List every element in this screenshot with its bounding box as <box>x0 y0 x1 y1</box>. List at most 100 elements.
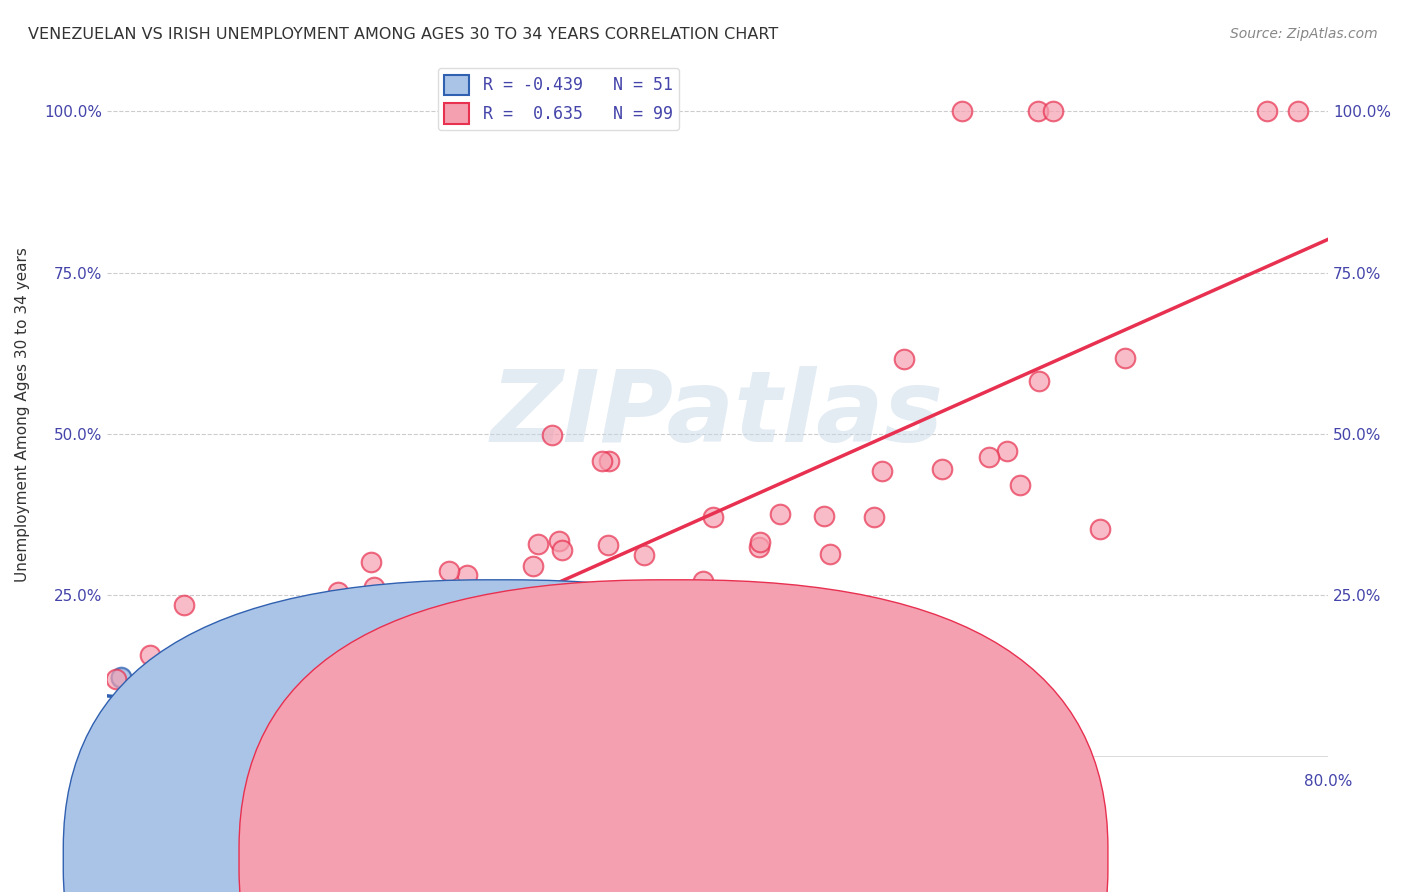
Point <box>194 691 217 706</box>
Point <box>1088 522 1111 536</box>
Point <box>187 732 209 747</box>
Point <box>205 690 228 704</box>
Point <box>298 746 321 760</box>
Point <box>263 732 285 747</box>
Point <box>252 746 274 760</box>
Point <box>977 450 1000 464</box>
Point <box>427 613 450 627</box>
Point <box>267 696 290 710</box>
Point <box>197 645 219 659</box>
Text: Venezuelans: Venezuelans <box>523 819 619 834</box>
Point <box>242 711 264 725</box>
Point <box>181 732 204 747</box>
Point <box>259 703 281 717</box>
Point <box>367 725 389 739</box>
Point <box>350 708 373 723</box>
Point <box>229 649 252 664</box>
Point <box>173 742 195 756</box>
Point <box>139 648 162 662</box>
Point <box>416 746 439 760</box>
Point <box>456 568 478 582</box>
Point <box>173 700 195 714</box>
Point <box>163 746 186 760</box>
Point <box>409 665 432 679</box>
Text: Source: ZipAtlas.com: Source: ZipAtlas.com <box>1230 27 1378 41</box>
Point <box>181 718 204 732</box>
Point <box>312 746 335 760</box>
Point <box>221 676 243 690</box>
Point <box>551 597 574 611</box>
Point <box>110 669 132 683</box>
Point <box>612 615 634 629</box>
Point <box>228 702 250 716</box>
Point <box>163 732 186 747</box>
Point <box>457 746 479 760</box>
Point <box>598 453 620 467</box>
Point <box>159 740 181 755</box>
Point <box>260 630 283 644</box>
Point <box>283 722 305 736</box>
Point <box>748 541 770 555</box>
Point <box>893 351 915 366</box>
Point <box>166 655 188 669</box>
Y-axis label: Unemployment Among Ages 30 to 34 years: Unemployment Among Ages 30 to 34 years <box>15 247 30 582</box>
Point <box>568 625 591 640</box>
Point <box>243 688 266 702</box>
Point <box>243 702 266 716</box>
Point <box>385 745 408 759</box>
Point <box>550 542 572 557</box>
Point <box>560 657 582 671</box>
Text: VENEZUELAN VS IRISH UNEMPLOYMENT AMONG AGES 30 TO 34 YEARS CORRELATION CHART: VENEZUELAN VS IRISH UNEMPLOYMENT AMONG A… <box>28 27 779 42</box>
Point <box>524 711 547 725</box>
Text: ZIPatlas: ZIPatlas <box>491 366 943 463</box>
Point <box>651 596 673 610</box>
Point <box>420 595 443 609</box>
Point <box>363 580 385 594</box>
Point <box>302 695 325 709</box>
Text: Irish: Irish <box>725 819 758 834</box>
Point <box>212 711 235 725</box>
Point <box>302 724 325 739</box>
Point <box>950 104 973 119</box>
Point <box>239 675 262 690</box>
Point <box>208 699 231 714</box>
Point <box>173 599 195 613</box>
Point <box>460 640 482 655</box>
Point <box>309 746 332 760</box>
Point <box>1286 104 1309 119</box>
Point <box>870 464 893 478</box>
Point <box>169 716 191 731</box>
Point <box>260 670 283 684</box>
Point <box>596 538 619 552</box>
Point <box>425 662 447 676</box>
Point <box>412 707 434 722</box>
Point <box>259 723 281 737</box>
Point <box>323 706 346 720</box>
Point <box>548 533 571 548</box>
Point <box>316 746 339 760</box>
Point <box>375 681 398 695</box>
Point <box>931 462 953 476</box>
Point <box>432 746 454 760</box>
Point <box>633 548 655 562</box>
Point <box>1026 104 1049 119</box>
Legend: R = -0.439   N = 51, R =  0.635   N = 99: R = -0.439 N = 51, R = 0.635 N = 99 <box>437 68 679 130</box>
Point <box>308 707 330 722</box>
Point <box>494 624 516 639</box>
Point <box>367 712 389 726</box>
Point <box>360 555 382 569</box>
Point <box>179 667 201 681</box>
Point <box>382 738 405 752</box>
Point <box>165 718 187 732</box>
Point <box>661 616 683 631</box>
Point <box>146 718 169 732</box>
Point <box>748 535 770 549</box>
Point <box>179 661 201 675</box>
Point <box>572 714 595 729</box>
Point <box>179 698 201 713</box>
Point <box>422 716 444 731</box>
Point <box>813 508 835 523</box>
Point <box>235 746 257 760</box>
Point <box>236 670 259 684</box>
Point <box>197 746 219 760</box>
